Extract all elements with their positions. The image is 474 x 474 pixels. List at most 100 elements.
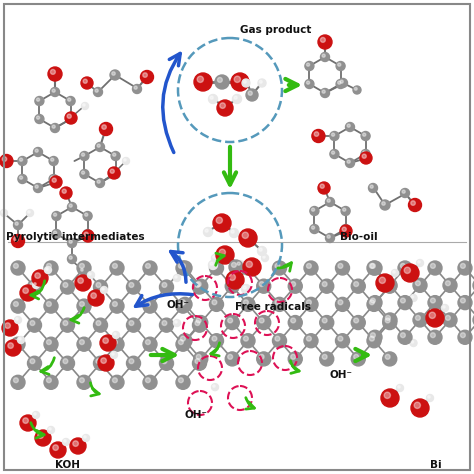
Circle shape <box>305 62 314 71</box>
Circle shape <box>69 204 72 207</box>
Circle shape <box>428 396 430 398</box>
Circle shape <box>430 298 435 303</box>
Circle shape <box>60 187 72 199</box>
Circle shape <box>146 378 150 383</box>
Circle shape <box>322 318 327 323</box>
Circle shape <box>5 340 21 356</box>
Circle shape <box>194 316 208 329</box>
Circle shape <box>330 131 339 140</box>
Circle shape <box>178 301 183 307</box>
Circle shape <box>122 157 129 164</box>
Circle shape <box>460 264 465 268</box>
Circle shape <box>246 89 258 101</box>
Circle shape <box>446 281 450 286</box>
Circle shape <box>113 153 116 156</box>
Circle shape <box>23 288 28 293</box>
Circle shape <box>50 70 55 74</box>
Circle shape <box>34 183 43 192</box>
Circle shape <box>273 334 286 348</box>
Circle shape <box>288 279 302 293</box>
Circle shape <box>346 158 355 167</box>
Circle shape <box>427 394 434 401</box>
Circle shape <box>110 337 124 351</box>
Circle shape <box>417 259 423 266</box>
Circle shape <box>361 149 370 158</box>
Text: OH⁻: OH⁻ <box>167 300 190 310</box>
Circle shape <box>46 340 51 345</box>
Circle shape <box>209 94 218 103</box>
Circle shape <box>11 261 25 275</box>
Circle shape <box>401 264 419 282</box>
Circle shape <box>89 273 91 275</box>
Circle shape <box>67 238 76 247</box>
Circle shape <box>178 297 192 311</box>
Circle shape <box>34 413 36 415</box>
Circle shape <box>370 185 373 188</box>
Circle shape <box>27 211 30 213</box>
Circle shape <box>215 75 229 89</box>
Circle shape <box>67 114 71 118</box>
Circle shape <box>411 399 429 417</box>
Circle shape <box>80 267 86 274</box>
Circle shape <box>61 318 74 332</box>
Circle shape <box>326 198 335 207</box>
Circle shape <box>244 336 248 341</box>
Circle shape <box>95 89 98 92</box>
Circle shape <box>30 283 35 287</box>
Circle shape <box>327 199 330 202</box>
Circle shape <box>291 282 296 287</box>
Circle shape <box>173 319 181 327</box>
Circle shape <box>88 272 94 279</box>
Circle shape <box>273 261 286 275</box>
Circle shape <box>68 116 71 119</box>
Circle shape <box>259 355 264 359</box>
Circle shape <box>44 299 58 313</box>
Circle shape <box>368 296 382 310</box>
Circle shape <box>367 261 381 275</box>
Circle shape <box>259 81 262 83</box>
Circle shape <box>396 384 403 392</box>
Circle shape <box>371 264 375 268</box>
Circle shape <box>111 152 120 161</box>
Circle shape <box>162 320 167 326</box>
Circle shape <box>243 258 261 276</box>
Circle shape <box>34 147 43 156</box>
Circle shape <box>361 131 370 140</box>
Circle shape <box>13 301 18 307</box>
Circle shape <box>338 79 347 88</box>
Circle shape <box>354 355 359 359</box>
Circle shape <box>212 336 217 341</box>
Circle shape <box>61 280 74 294</box>
Circle shape <box>11 235 25 247</box>
Circle shape <box>51 88 60 97</box>
Circle shape <box>393 271 395 273</box>
Circle shape <box>197 76 203 82</box>
Circle shape <box>411 296 414 298</box>
Circle shape <box>62 189 66 193</box>
Circle shape <box>411 341 414 343</box>
Circle shape <box>195 283 200 287</box>
Circle shape <box>428 296 442 310</box>
Circle shape <box>443 306 445 308</box>
Circle shape <box>327 235 330 238</box>
Circle shape <box>443 278 457 292</box>
Circle shape <box>320 37 325 42</box>
Circle shape <box>159 318 173 332</box>
Circle shape <box>382 202 385 205</box>
Circle shape <box>320 279 334 293</box>
Circle shape <box>47 427 55 434</box>
Circle shape <box>20 285 36 301</box>
Circle shape <box>473 278 474 292</box>
Circle shape <box>415 281 420 286</box>
Circle shape <box>49 174 58 183</box>
Circle shape <box>368 183 377 192</box>
Circle shape <box>15 222 18 225</box>
Circle shape <box>85 231 88 234</box>
Circle shape <box>257 246 266 255</box>
Circle shape <box>273 297 286 311</box>
Circle shape <box>229 260 243 274</box>
Circle shape <box>353 86 361 94</box>
Circle shape <box>96 283 101 287</box>
Circle shape <box>175 321 177 323</box>
Circle shape <box>428 261 442 275</box>
